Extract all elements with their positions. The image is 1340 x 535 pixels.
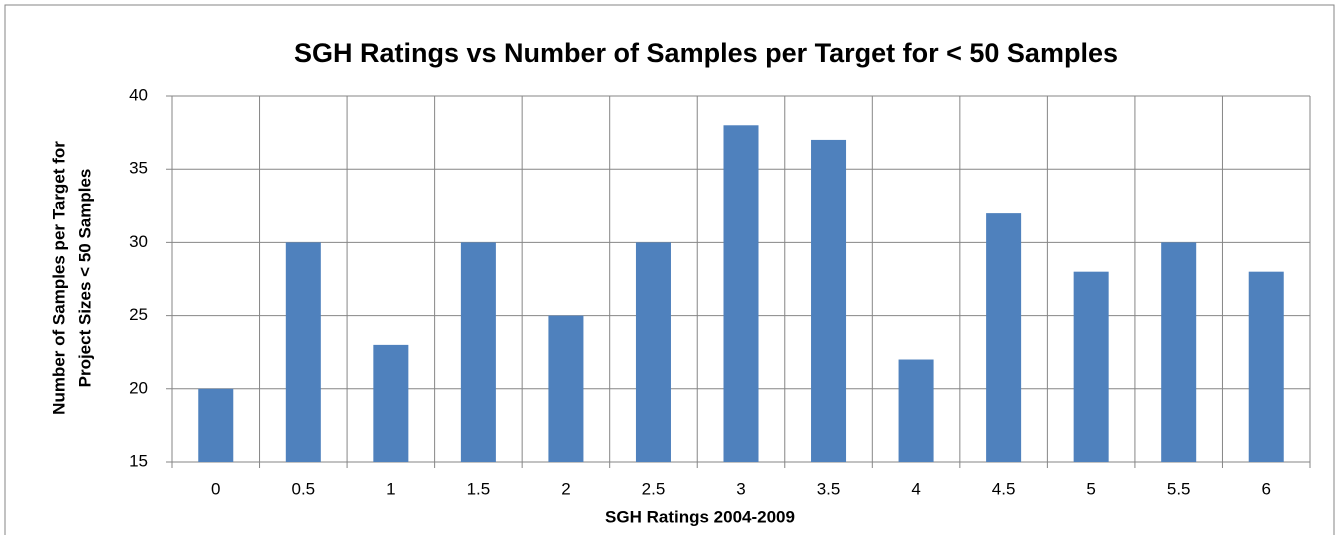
x-tick-label: 6 — [1261, 479, 1270, 498]
chart-frame — [4, 4, 1335, 535]
y-tick-label: 40 — [129, 85, 148, 104]
x-tick-label: 4.5 — [992, 479, 1016, 498]
x-tick-label: 0 — [211, 479, 220, 498]
x-tick-label: 3.5 — [817, 479, 841, 498]
x-tick-label: 2.5 — [642, 479, 666, 498]
y-axis-label-line: Project Sizes < 50 Samples — [75, 169, 94, 388]
x-tick-label: 5 — [1086, 479, 1095, 498]
bar — [1161, 242, 1197, 462]
y-tick-label: 30 — [129, 232, 148, 251]
x-tick-label: 1 — [386, 479, 395, 498]
y-axis-label: Number of Samples per Target for Project… — [49, 141, 94, 415]
y-tick-label: 15 — [129, 451, 148, 470]
x-tick-label: 2 — [561, 479, 570, 498]
bar — [723, 125, 759, 462]
chart-title: SGH Ratings vs Number of Samples per Tar… — [294, 38, 1118, 68]
bar — [635, 242, 671, 462]
x-tick-label: 4 — [911, 479, 920, 498]
bar — [811, 139, 847, 463]
y-tick-label: 20 — [129, 378, 148, 397]
y-axis-label-line: Number of Samples per Target for — [49, 141, 68, 415]
bar — [898, 359, 934, 462]
bar — [373, 344, 409, 462]
x-tick-label: 5.5 — [1167, 479, 1191, 498]
x-tick-label: 0.5 — [291, 479, 315, 498]
x-axis-label: SGH Ratings 2004-2009 — [605, 507, 795, 526]
y-tick-label: 25 — [129, 305, 148, 324]
bar — [1073, 271, 1109, 462]
bar — [285, 242, 321, 462]
bar — [986, 213, 1022, 462]
bar — [198, 388, 234, 462]
bar — [548, 315, 584, 462]
x-tick-label: 1.5 — [467, 479, 491, 498]
x-tick-label: 3 — [736, 479, 745, 498]
bar — [460, 242, 496, 462]
bar — [1248, 271, 1284, 462]
y-tick-label: 35 — [129, 159, 148, 178]
